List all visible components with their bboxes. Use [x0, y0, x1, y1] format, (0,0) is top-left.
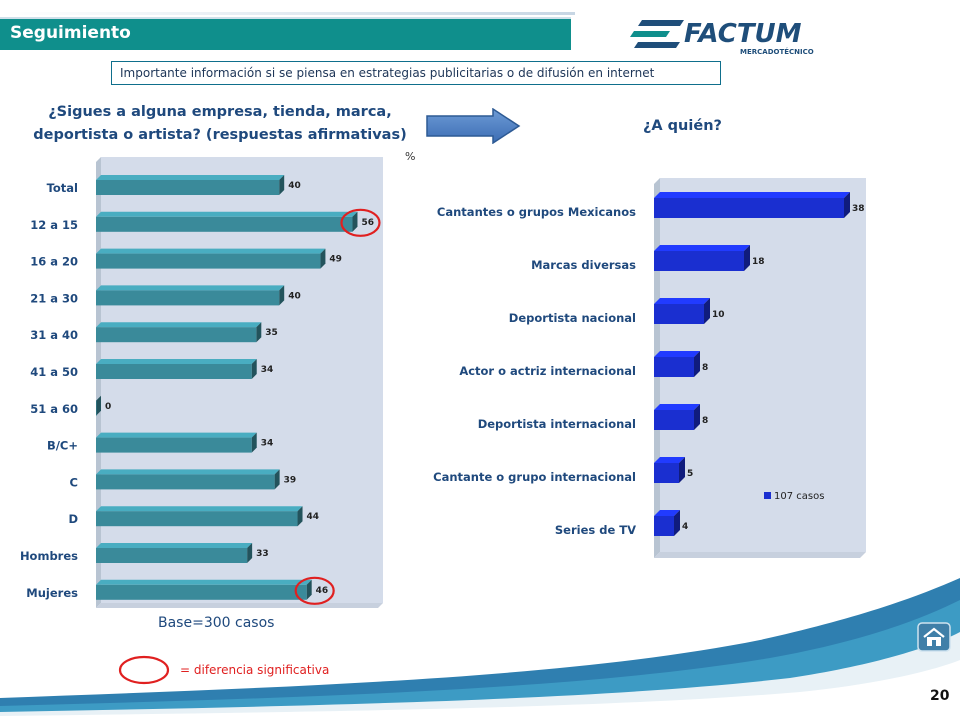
right-bar: [654, 510, 680, 536]
right-bar-chart: Cantantes o grupos Mexicanos 38 Marcas div…: [433, 178, 866, 558]
left-bar: [96, 506, 303, 527]
base-note: Base=300 casos: [158, 615, 275, 631]
header-accent-line: [0, 12, 575, 15]
page-title: Seguimiento: [10, 23, 131, 43]
left-category-label: 41 a 50: [30, 365, 78, 379]
left-value-label: 40: [288, 181, 301, 191]
left-category-label: 16 a 20: [30, 255, 78, 269]
left-category-label: 12 a 15: [30, 218, 78, 232]
footer-wave: [0, 578, 960, 720]
significance-ellipse-icon: [118, 655, 170, 685]
right-bar: [654, 192, 850, 218]
right-category-label: Deportista internacional: [478, 417, 636, 431]
logo-subtext: MERCADOTÉCNICO: [740, 47, 814, 56]
left-value-label: 44: [307, 512, 320, 522]
right-bar: [654, 351, 700, 377]
factum-logo: FACTUM MERCADOTÉCNICO: [630, 19, 814, 56]
left-chart-bars: [96, 175, 358, 600]
left-value-label: 49: [329, 255, 342, 265]
right-value-label: 8: [702, 363, 708, 373]
left-category-label: 21 a 30: [30, 291, 78, 305]
significance-highlight-ellipse: [340, 208, 381, 237]
left-bar: [96, 211, 358, 232]
right-bar: [654, 298, 710, 324]
left-bar: [96, 543, 253, 563]
right-value-label: 5: [687, 469, 693, 479]
right-value-label: 8: [702, 416, 708, 426]
right-category-label: Series de TV: [555, 523, 636, 537]
left-chart-title-line1: ¿Sigues a alguna empresa, tienda, marca,: [48, 104, 392, 120]
left-value-label: 33: [256, 549, 269, 559]
left-bar: [96, 285, 285, 306]
left-bar: [96, 469, 280, 490]
logo-stripes-icon: [630, 20, 684, 48]
legend-swatch: [764, 492, 771, 499]
left-value-label: 46: [316, 586, 329, 596]
left-category-label: D: [68, 512, 78, 526]
significance-legend-text: = diferencia significativa: [180, 663, 330, 677]
significance-highlight-ellipse: [294, 576, 335, 605]
right-chart-legend: 107 casos: [764, 491, 824, 502]
header-bar: Seguimiento: [0, 17, 571, 50]
left-category-label: C: [70, 475, 78, 489]
right-category-label: Cantante o grupo internacional: [433, 470, 636, 484]
right-chart-bars: [654, 192, 850, 536]
left-bar: [96, 359, 257, 379]
right-value-label: 4: [682, 522, 688, 532]
right-category-label: Cantantes o grupos Mexicanos: [437, 205, 636, 219]
left-category-label: Mujeres: [26, 586, 78, 600]
right-value-label: 18: [752, 257, 765, 267]
right-bar: [654, 457, 685, 483]
page-number: 20: [930, 688, 950, 704]
left-value-label: 35: [265, 328, 278, 338]
left-value-label: 39: [284, 475, 297, 485]
right-category-label: Deportista nacional: [509, 311, 636, 325]
right-bar: [654, 404, 700, 430]
right-chart-question: ¿A quién?: [643, 118, 722, 134]
logo-text: FACTUM: [684, 19, 802, 49]
left-category-label: Total: [47, 181, 78, 195]
right-value-label: 38: [852, 204, 865, 214]
left-bar: [96, 395, 101, 416]
left-value-label: 34: [261, 365, 274, 375]
left-value-label: 34: [261, 439, 274, 449]
left-chart-question: ¿Sigues a alguna empresa, tienda, marca,…: [30, 101, 410, 147]
left-bar: [96, 322, 262, 343]
left-bar-chart: Total 40 12 a 15 56 16 a 20 49 21 a 30 40 31 a 4…: [20, 157, 383, 608]
left-category-label: B/C+: [47, 439, 78, 453]
home-button[interactable]: [917, 622, 951, 652]
left-value-label: 56: [361, 218, 374, 228]
left-bar: [96, 579, 312, 600]
right-category-label: Actor o actriz internacional: [459, 364, 636, 378]
left-bar: [96, 175, 285, 195]
info-box: Importante información si se piensa en e…: [111, 61, 721, 85]
percent-label: %: [405, 150, 416, 163]
left-value-label: 40: [288, 291, 301, 301]
left-category-label: Hombres: [20, 549, 78, 563]
right-arrow-icon: [426, 108, 521, 144]
left-category-label: 31 a 40: [30, 328, 78, 342]
left-bar: [96, 248, 326, 269]
home-icon: [923, 627, 945, 646]
left-value-label: 0: [105, 402, 111, 412]
left-bar: [96, 432, 257, 453]
right-bar: [654, 245, 750, 271]
right-category-label: Marcas diversas: [531, 258, 636, 272]
right-value-label: 10: [712, 310, 725, 320]
left-chart-title-line2: deportista o artista? (respuestas afirma…: [33, 127, 407, 143]
left-category-label: 51 a 60: [30, 402, 78, 416]
legend-series-name: 107 casos: [774, 491, 824, 502]
